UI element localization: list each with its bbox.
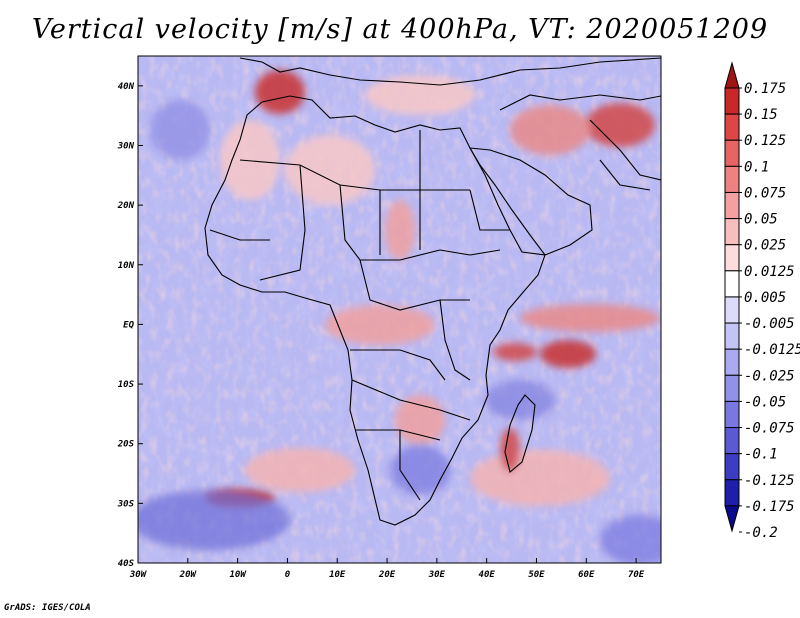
colorbar-label: -0.2 bbox=[744, 525, 778, 541]
x-tick-label: 0 bbox=[285, 570, 291, 580]
colorbar-label: -0.075 bbox=[744, 421, 795, 437]
colorbar-segment bbox=[724, 427, 740, 455]
colorbar-top-arrow bbox=[724, 61, 740, 89]
colorbar-segment bbox=[724, 479, 740, 507]
colorbar-label: 0.005 bbox=[744, 290, 786, 306]
x-tick-label: 30W bbox=[129, 570, 148, 580]
colorbar-label: 0.05 bbox=[744, 212, 778, 228]
colorbar-segment bbox=[724, 165, 740, 193]
colorbar-label: -0.1 bbox=[744, 447, 778, 463]
colorbar-label: -0.05 bbox=[744, 394, 786, 410]
y-tick-label: 20S bbox=[117, 440, 135, 450]
colorbar: 0.175 0.15 0.125 0.1 0.075 0.05 0.025 0.0125 0.0… bbox=[724, 61, 800, 541]
colorbar-segment bbox=[724, 139, 740, 167]
colorbar-label: -0.175 bbox=[744, 499, 795, 515]
velocity-field bbox=[138, 56, 661, 563]
x-tick-label: 10W bbox=[229, 570, 247, 580]
x-tick-label: 40E bbox=[479, 570, 496, 580]
plot-frame bbox=[137, 55, 662, 564]
colorbar-segment bbox=[724, 296, 740, 324]
colorbar-label: 0.175 bbox=[744, 81, 786, 97]
y-tick-label: 30S bbox=[117, 499, 135, 509]
y-tick-label: 30N bbox=[117, 141, 135, 151]
colorbar-label: 0.15 bbox=[744, 107, 778, 123]
colorbar-segment bbox=[724, 218, 740, 246]
colorbar-label: -0.0125 bbox=[744, 342, 800, 358]
x-axis: 30W 20W 10W 0 10E 20E 30E 40E 50E 60E 70E bbox=[129, 558, 645, 580]
colorbar-segment bbox=[724, 270, 740, 298]
y-tick-label: EQ bbox=[123, 320, 134, 330]
colorbar-label: -0.125 bbox=[744, 473, 795, 489]
x-tick-label: 60E bbox=[578, 570, 595, 580]
y-tick-label: 40S bbox=[118, 559, 135, 569]
colorbar-label: 0.025 bbox=[744, 238, 786, 254]
colorbar-segment bbox=[724, 191, 740, 220]
colorbar-bottom-arrow bbox=[724, 505, 740, 533]
colorbar-segment bbox=[724, 400, 740, 429]
colorbar-label: 0.125 bbox=[744, 133, 786, 149]
x-tick-label: 70E bbox=[628, 570, 645, 580]
y-tick-label: 10S bbox=[118, 380, 135, 390]
x-tick-label: 20W bbox=[179, 570, 198, 580]
colorbar-segment bbox=[724, 244, 740, 272]
y-tick-label: 40N bbox=[118, 82, 135, 92]
x-tick-label: 50E bbox=[528, 570, 545, 580]
colorbar-segment bbox=[724, 374, 740, 402]
colorbar-label: -0.005 bbox=[744, 316, 795, 332]
y-axis: 40N 30N 20N 10N EQ 10S 20S 30S 40S bbox=[117, 82, 143, 569]
x-tick-label: 30E bbox=[428, 570, 446, 580]
colorbar-label: -0.025 bbox=[744, 368, 795, 384]
colorbar-label: 0.075 bbox=[744, 185, 786, 201]
colorbar-segment bbox=[724, 348, 740, 376]
colorbar-label: 0.0125 bbox=[744, 264, 795, 280]
y-tick-label: 10N bbox=[118, 261, 135, 271]
colorbar-segment bbox=[724, 453, 740, 481]
x-tick-label: 10E bbox=[329, 570, 346, 580]
y-tick-label: 20N bbox=[117, 201, 135, 211]
colorbar-segment bbox=[724, 87, 740, 115]
map-title: Vertical velocity [m/s] at 400hPa, VT: 2… bbox=[31, 14, 769, 45]
coastlines bbox=[204, 57, 661, 526]
x-tick-label: 20E bbox=[378, 570, 396, 580]
colorbar-label: 0.1 bbox=[744, 159, 769, 175]
colorbar-segment bbox=[724, 322, 740, 350]
credit-label: GrADS: IGES/COLA bbox=[4, 603, 91, 613]
colorbar-segment bbox=[724, 113, 740, 141]
